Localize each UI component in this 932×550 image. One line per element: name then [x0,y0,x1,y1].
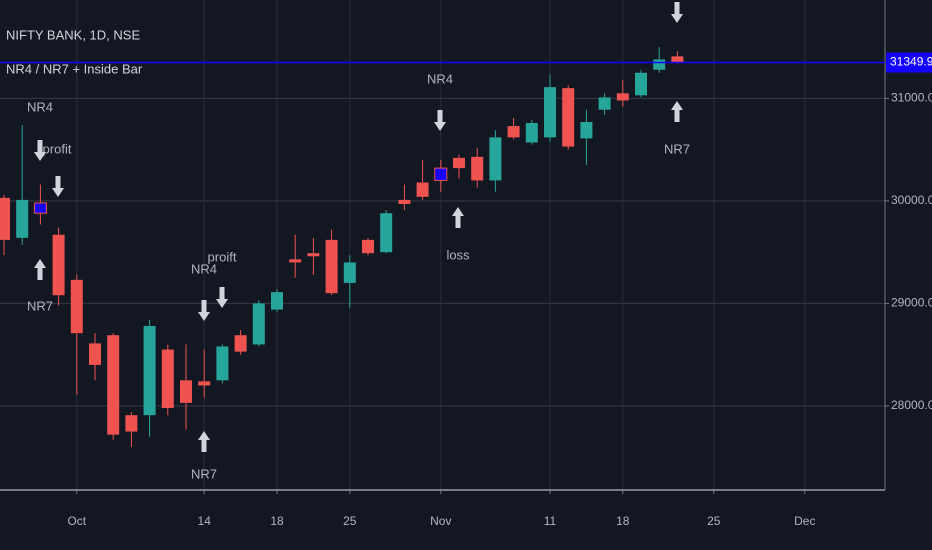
arrow [34,140,46,161]
candle-body [434,167,448,181]
candle-body [398,199,411,204]
candle-body [671,56,684,63]
annotation-label: NR7 [191,466,217,481]
candles [0,47,684,447]
candle-body [635,72,647,96]
candle-body [580,121,593,139]
candle-body [0,197,10,240]
x-tick-label: 14 [198,514,212,528]
candle-body [416,182,429,197]
candle-body [507,126,520,138]
candle-body [107,335,120,435]
arrow [216,287,228,308]
arrow [434,110,446,131]
x-tick-label: Dec [794,514,815,528]
candle-body [325,239,338,294]
candle-body [525,123,538,143]
annotation-label: loss [446,247,470,262]
annotation-label: NR7 [27,298,53,313]
candle-body [216,346,229,381]
arrow [671,101,683,122]
x-tick-label: Oct [67,514,86,528]
x-tick-label: 11 [544,514,557,528]
candle-body [143,325,156,416]
indicator-name: NR4 / NR7 + Inside Bar [6,61,143,76]
y-tick-label: 29000.00 [891,296,932,310]
annotation-label: NR4 [27,99,53,114]
arrow [34,259,46,280]
x-tick-label: 25 [707,514,721,528]
last-price-label-box [886,52,932,73]
candle-body [271,292,283,310]
candle-body [125,415,138,432]
candle-body [453,157,465,169]
annotation-label: proift [208,249,237,264]
annotation-label: profit [43,141,72,156]
candle-body [289,259,302,263]
candle-body [343,262,356,283]
annotation-label: NR4 [427,71,453,86]
candle-body [562,88,575,147]
y-tick-label: 31000.00 [891,91,932,105]
candle-body [16,199,29,238]
arrow [452,207,464,228]
arrow [198,431,210,452]
annotation-label: NR4 [191,261,217,276]
candle-body [89,343,101,365]
candle-body [307,253,320,257]
candle-body [489,137,502,181]
chart-title: NIFTY BANK, 1D, NSE [6,27,140,42]
candle-body [471,156,484,181]
x-tick-label: Nov [430,514,451,528]
candle-body [544,87,556,138]
candle-body [616,93,629,101]
last-price-label: 31349.95 [890,55,932,69]
candle-body [161,349,174,408]
candle-body [180,380,192,403]
x-tick-label: 18 [270,514,284,528]
candle-body [598,97,611,110]
arrow [671,2,683,23]
candle-body [380,213,393,253]
candle-body [52,234,65,296]
candle-body [362,239,374,254]
arrow [52,176,64,197]
x-tick-label: 25 [343,514,357,528]
y-tick-label: 30000.00 [891,193,932,207]
candle-body [234,335,247,352]
candle-body [653,59,666,70]
y-tick-label: 28000.00 [891,398,932,412]
x-tick-label: 18 [616,514,630,528]
candle-body [198,381,211,386]
candle-body [70,279,83,334]
arrow [198,300,210,321]
candle-body [33,202,47,214]
candle-body [252,303,265,345]
annotation-label: NR7 [664,141,690,156]
